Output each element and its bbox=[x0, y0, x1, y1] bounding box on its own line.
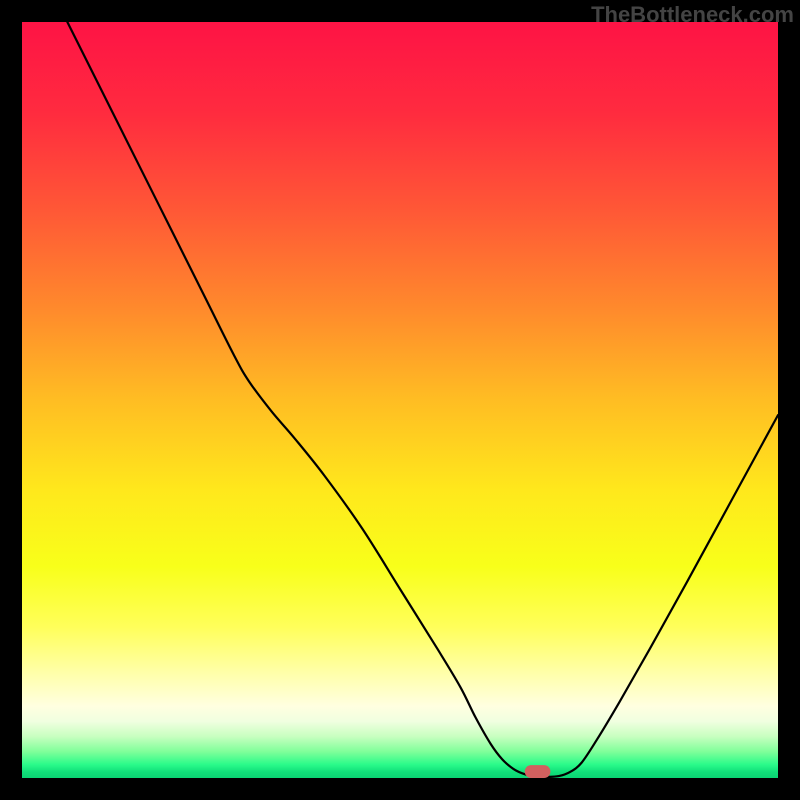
gradient-background bbox=[22, 22, 778, 778]
plot-area bbox=[22, 22, 778, 778]
optimal-marker bbox=[525, 765, 551, 778]
bottleneck-chart bbox=[22, 22, 778, 778]
chart-frame: TheBottleneck.com bbox=[0, 0, 800, 800]
